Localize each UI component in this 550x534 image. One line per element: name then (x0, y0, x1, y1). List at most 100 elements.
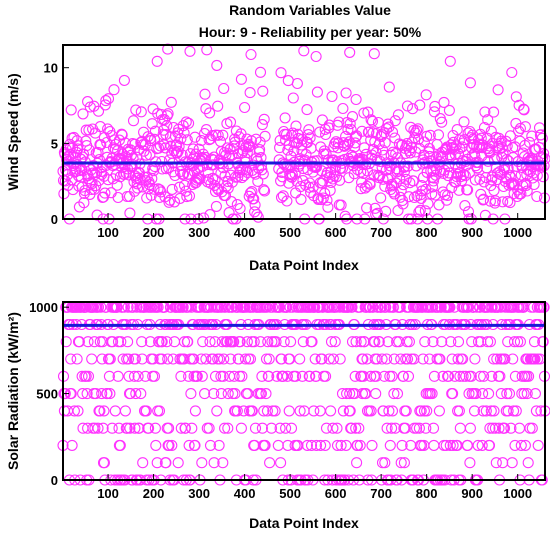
data-point (238, 170, 250, 182)
data-point (176, 149, 188, 161)
x-tick-label: 800 (416, 486, 438, 501)
data-point (163, 439, 175, 451)
data-point (172, 457, 184, 469)
data-point (380, 205, 392, 217)
data-point (379, 457, 391, 469)
data-point (260, 353, 273, 365)
data-point (327, 422, 339, 434)
data-point (504, 130, 516, 142)
data-point (135, 388, 147, 400)
data-point (419, 205, 431, 217)
data-point (365, 114, 377, 126)
data-point (305, 186, 317, 198)
data-point (399, 160, 411, 172)
data-point (311, 86, 323, 98)
data-point (94, 336, 106, 348)
data-point (177, 120, 189, 132)
data-point (165, 96, 177, 108)
data-point (335, 199, 347, 211)
data-point (325, 336, 338, 348)
data-point (376, 353, 388, 365)
data-point (199, 88, 211, 100)
data-point (506, 66, 518, 79)
data-point (397, 198, 409, 210)
data-point (113, 439, 125, 451)
data-point (209, 336, 221, 348)
x-tick-label: 200 (143, 225, 165, 240)
data-point (185, 388, 197, 400)
data-point (472, 439, 484, 451)
data-point (342, 124, 354, 136)
data-point (404, 147, 416, 159)
data-point (163, 422, 175, 434)
data-point (396, 194, 409, 207)
data-point (538, 147, 550, 160)
data-point (100, 95, 112, 107)
data-point (208, 457, 220, 469)
data-point (462, 184, 474, 196)
data-point (501, 388, 513, 400)
data-point (148, 183, 160, 195)
data-point (204, 336, 216, 348)
data-point (482, 336, 494, 348)
data-point (310, 439, 323, 451)
data-point (103, 370, 115, 382)
data-point (491, 353, 503, 365)
data-point (508, 405, 520, 417)
data-point (318, 145, 330, 157)
data-point (99, 99, 111, 111)
data-point (384, 439, 396, 451)
data-point (499, 353, 511, 365)
data-point (89, 422, 101, 434)
data-point (446, 388, 458, 400)
data-point (400, 405, 412, 417)
data-point (464, 77, 476, 89)
data-point (224, 116, 237, 128)
data-point (179, 422, 191, 434)
data-point (526, 422, 538, 434)
data-point (76, 370, 88, 382)
data-point (369, 202, 381, 214)
data-point (349, 137, 361, 149)
data-point (258, 184, 270, 196)
data-point (459, 200, 471, 212)
x-tick-label: 800 (416, 225, 438, 240)
data-point (444, 55, 456, 67)
data-point (149, 125, 161, 137)
data-point (148, 370, 161, 382)
solar-radiation-ticks: 100 200 300 400 500 600 700 800 900 1000 0 500 1000 (29, 300, 532, 501)
data-point (368, 48, 380, 60)
data-point (453, 405, 465, 417)
data-point (118, 74, 130, 86)
data-point (178, 127, 190, 139)
data-point (173, 181, 186, 193)
data-point (162, 353, 174, 365)
data-point (470, 160, 482, 172)
data-point (320, 128, 332, 141)
data-point (488, 405, 500, 417)
data-point (215, 388, 227, 400)
data-point (485, 405, 497, 417)
data-point (395, 457, 407, 469)
data-point (244, 187, 257, 199)
data-point (201, 44, 213, 56)
x-tick-label: 700 (370, 225, 392, 240)
data-point (510, 405, 522, 417)
data-point (102, 174, 114, 186)
data-point (270, 336, 282, 348)
data-point (421, 405, 433, 417)
data-point (88, 336, 100, 348)
data-point (140, 405, 152, 417)
data-point (341, 388, 353, 400)
data-point (413, 206, 425, 218)
data-point (86, 353, 98, 365)
data-point (275, 353, 288, 365)
data-point (344, 405, 356, 417)
data-point (77, 108, 89, 120)
data-point (94, 121, 106, 133)
data-point (470, 388, 482, 400)
data-point (361, 165, 374, 177)
data-point (497, 196, 509, 208)
data-point (434, 353, 446, 365)
data-point (346, 422, 358, 434)
